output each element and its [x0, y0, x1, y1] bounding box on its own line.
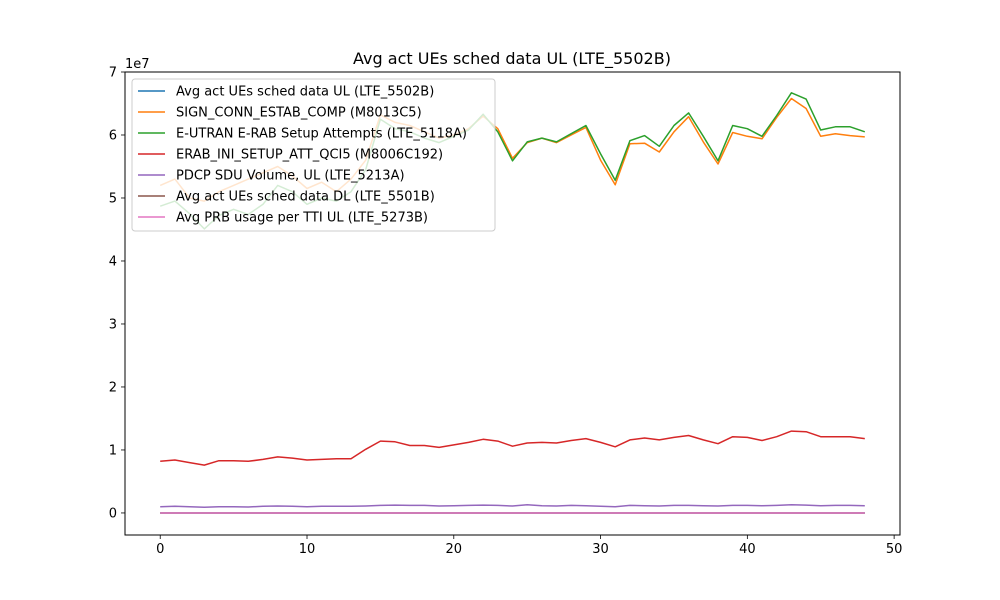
legend-label-3: ERAB_INI_SETUP_ATT_QCI5 (M8006C192) — [176, 148, 443, 163]
y-tick-label-7: 7 — [109, 66, 117, 81]
x-tick-label-5: 50 — [886, 542, 903, 557]
x-tick-label-4: 40 — [739, 542, 756, 557]
y-tick-label-5: 5 — [109, 191, 117, 206]
legend-box — [131, 78, 496, 232]
legend: Avg act UEs sched data UL (LTE_5502B) SIG… — [131, 78, 496, 232]
legend-label-5: Avg act UEs sched data DL (LTE_5501B) — [176, 190, 435, 205]
x-tick-label-3: 30 — [592, 542, 609, 557]
chart-title: Avg act UEs sched data UL (LTE_5502B) — [353, 49, 671, 69]
y-tick-label-6: 6 — [109, 128, 117, 143]
legend-label-4: PDCP SDU Volume, UL (LTE_5213A) — [176, 169, 405, 184]
y-tick-label-1: 1 — [109, 443, 117, 458]
series-line-3 — [160, 430, 865, 466]
y-tick-label-2: 2 — [109, 380, 117, 395]
legend-items: Avg act UEs sched data UL (LTE_5502B) SIG… — [138, 85, 467, 226]
legend-label-2: E-UTRAN E-RAB Setup Attempts (LTE_5118A) — [176, 127, 467, 142]
legend-label-1: SIGN_CONN_ESTAB_COMP (M8013C5) — [176, 106, 422, 121]
legend-label-0: Avg act UEs sched data UL (LTE_5502B) — [176, 85, 434, 100]
y-scale-label: 1e7 — [125, 57, 150, 72]
y-tick-label-0: 0 — [109, 506, 117, 521]
x-tick-label-0: 0 — [156, 542, 164, 557]
y-tick-label-4: 4 — [109, 254, 117, 269]
y-tick-label-3: 3 — [109, 317, 117, 332]
legend-label-6: Avg PRB usage per TTI UL (LTE_5273B) — [176, 211, 428, 226]
x-tick-label-2: 20 — [446, 542, 463, 557]
x-axis: 0 10 20 30 40 50 — [156, 535, 902, 557]
series-line-4 — [160, 504, 865, 509]
y-axis: 0 1 2 3 4 5 6 7 — [109, 66, 125, 521]
plot-frame — [124, 71, 901, 536]
x-tick-label-1: 10 — [299, 542, 316, 557]
